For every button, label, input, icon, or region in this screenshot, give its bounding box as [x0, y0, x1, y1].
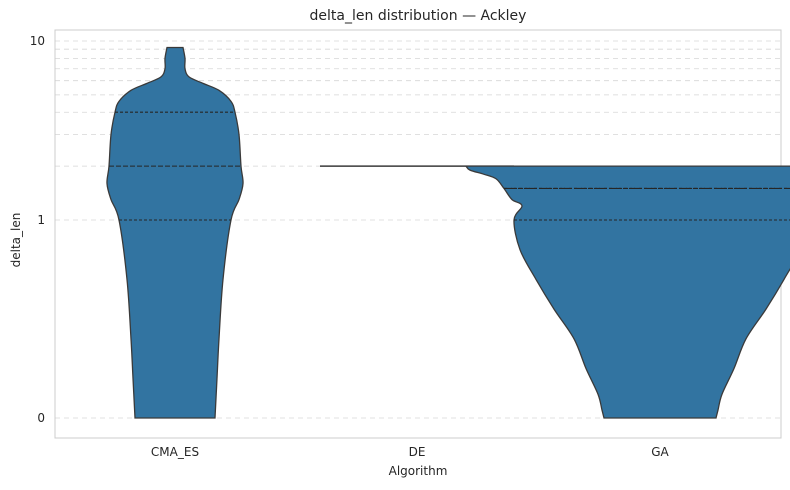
chart-title: delta_len distribution — Ackley — [310, 8, 527, 24]
y-ticks: 0 1 10 — [30, 34, 45, 425]
y-tick-label: 0 — [37, 411, 45, 425]
x-tick-label: CMA_ES — [151, 445, 199, 459]
violin-body — [106, 46, 244, 419]
y-tick-label: 10 — [30, 34, 45, 48]
x-tick-label: GA — [651, 445, 669, 459]
x-ticks: CMA_ES DE GA — [151, 445, 670, 459]
x-tick-label: DE — [409, 445, 426, 459]
x-axis-label: Algorithm — [389, 464, 448, 478]
violin-CMA_ES — [106, 46, 244, 419]
violin-body — [464, 165, 790, 419]
violin-GA — [464, 165, 790, 419]
y-tick-label: 1 — [37, 213, 45, 227]
y-axis-label: delta_len — [9, 213, 23, 268]
violins — [106, 46, 790, 419]
